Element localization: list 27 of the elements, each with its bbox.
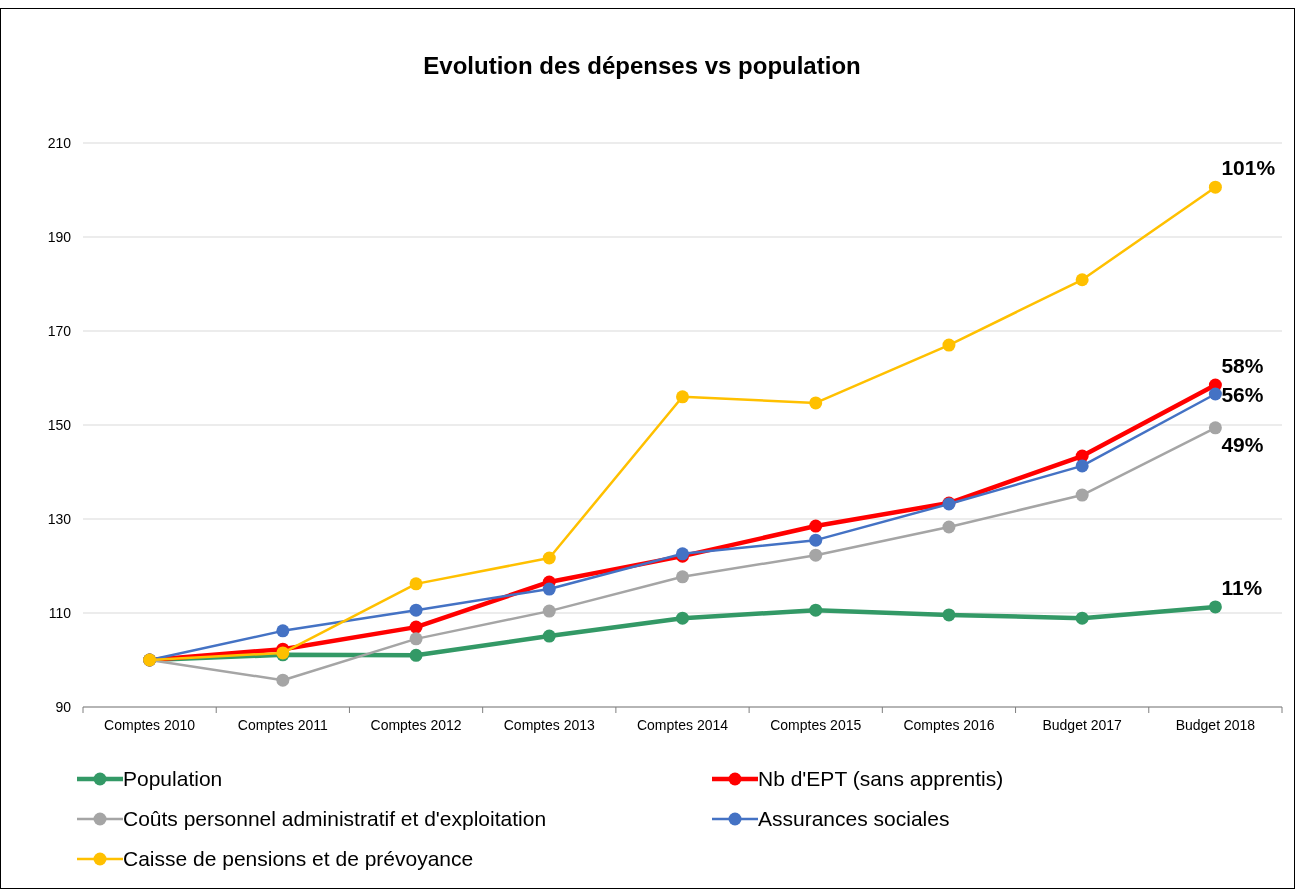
legend-label: Coûts personnel administratif et d'exploitation	[123, 807, 547, 830]
x-tick-label: Comptes 2015	[770, 717, 862, 733]
legend-label: Assurances sociales	[758, 807, 950, 830]
y-tick-label: 170	[47, 323, 72, 339]
x-tick-label: Budget 2018	[1175, 717, 1256, 733]
y-tick-label: 150	[47, 417, 72, 433]
x-tick-label: Budget 2017	[1042, 717, 1123, 733]
x-tick-label: Comptes 2010	[104, 717, 196, 733]
x-tick-label: Comptes 2013	[503, 717, 596, 733]
y-tick-label: 130	[47, 511, 72, 527]
chart-title: Evolution des dépenses vs population	[423, 52, 861, 79]
legend-label: Caisse de pensions et de prévoyance	[123, 847, 474, 870]
annotation: 101%	[1221, 156, 1276, 180]
x-tick-label: Comptes 2016	[903, 717, 995, 733]
x-tick-label: Comptes 2012	[370, 717, 462, 733]
y-tick-label: 90	[55, 699, 72, 715]
annotation: 49%	[1221, 432, 1264, 456]
y-tick-label: 190	[47, 229, 72, 245]
annotation: 56%	[1221, 382, 1264, 406]
annotation: 11%	[1221, 575, 1263, 599]
x-tick-label: Comptes 2014	[636, 717, 729, 733]
y-tick-label: 210	[47, 135, 72, 151]
x-tick-label: Comptes 2011	[237, 717, 329, 733]
legend-label: Population	[123, 767, 223, 790]
legend-label: Nb d'EPT (sans apprentis)	[758, 767, 1004, 790]
y-tick-label: 110	[48, 605, 72, 621]
annotation: 58%	[1221, 354, 1264, 378]
